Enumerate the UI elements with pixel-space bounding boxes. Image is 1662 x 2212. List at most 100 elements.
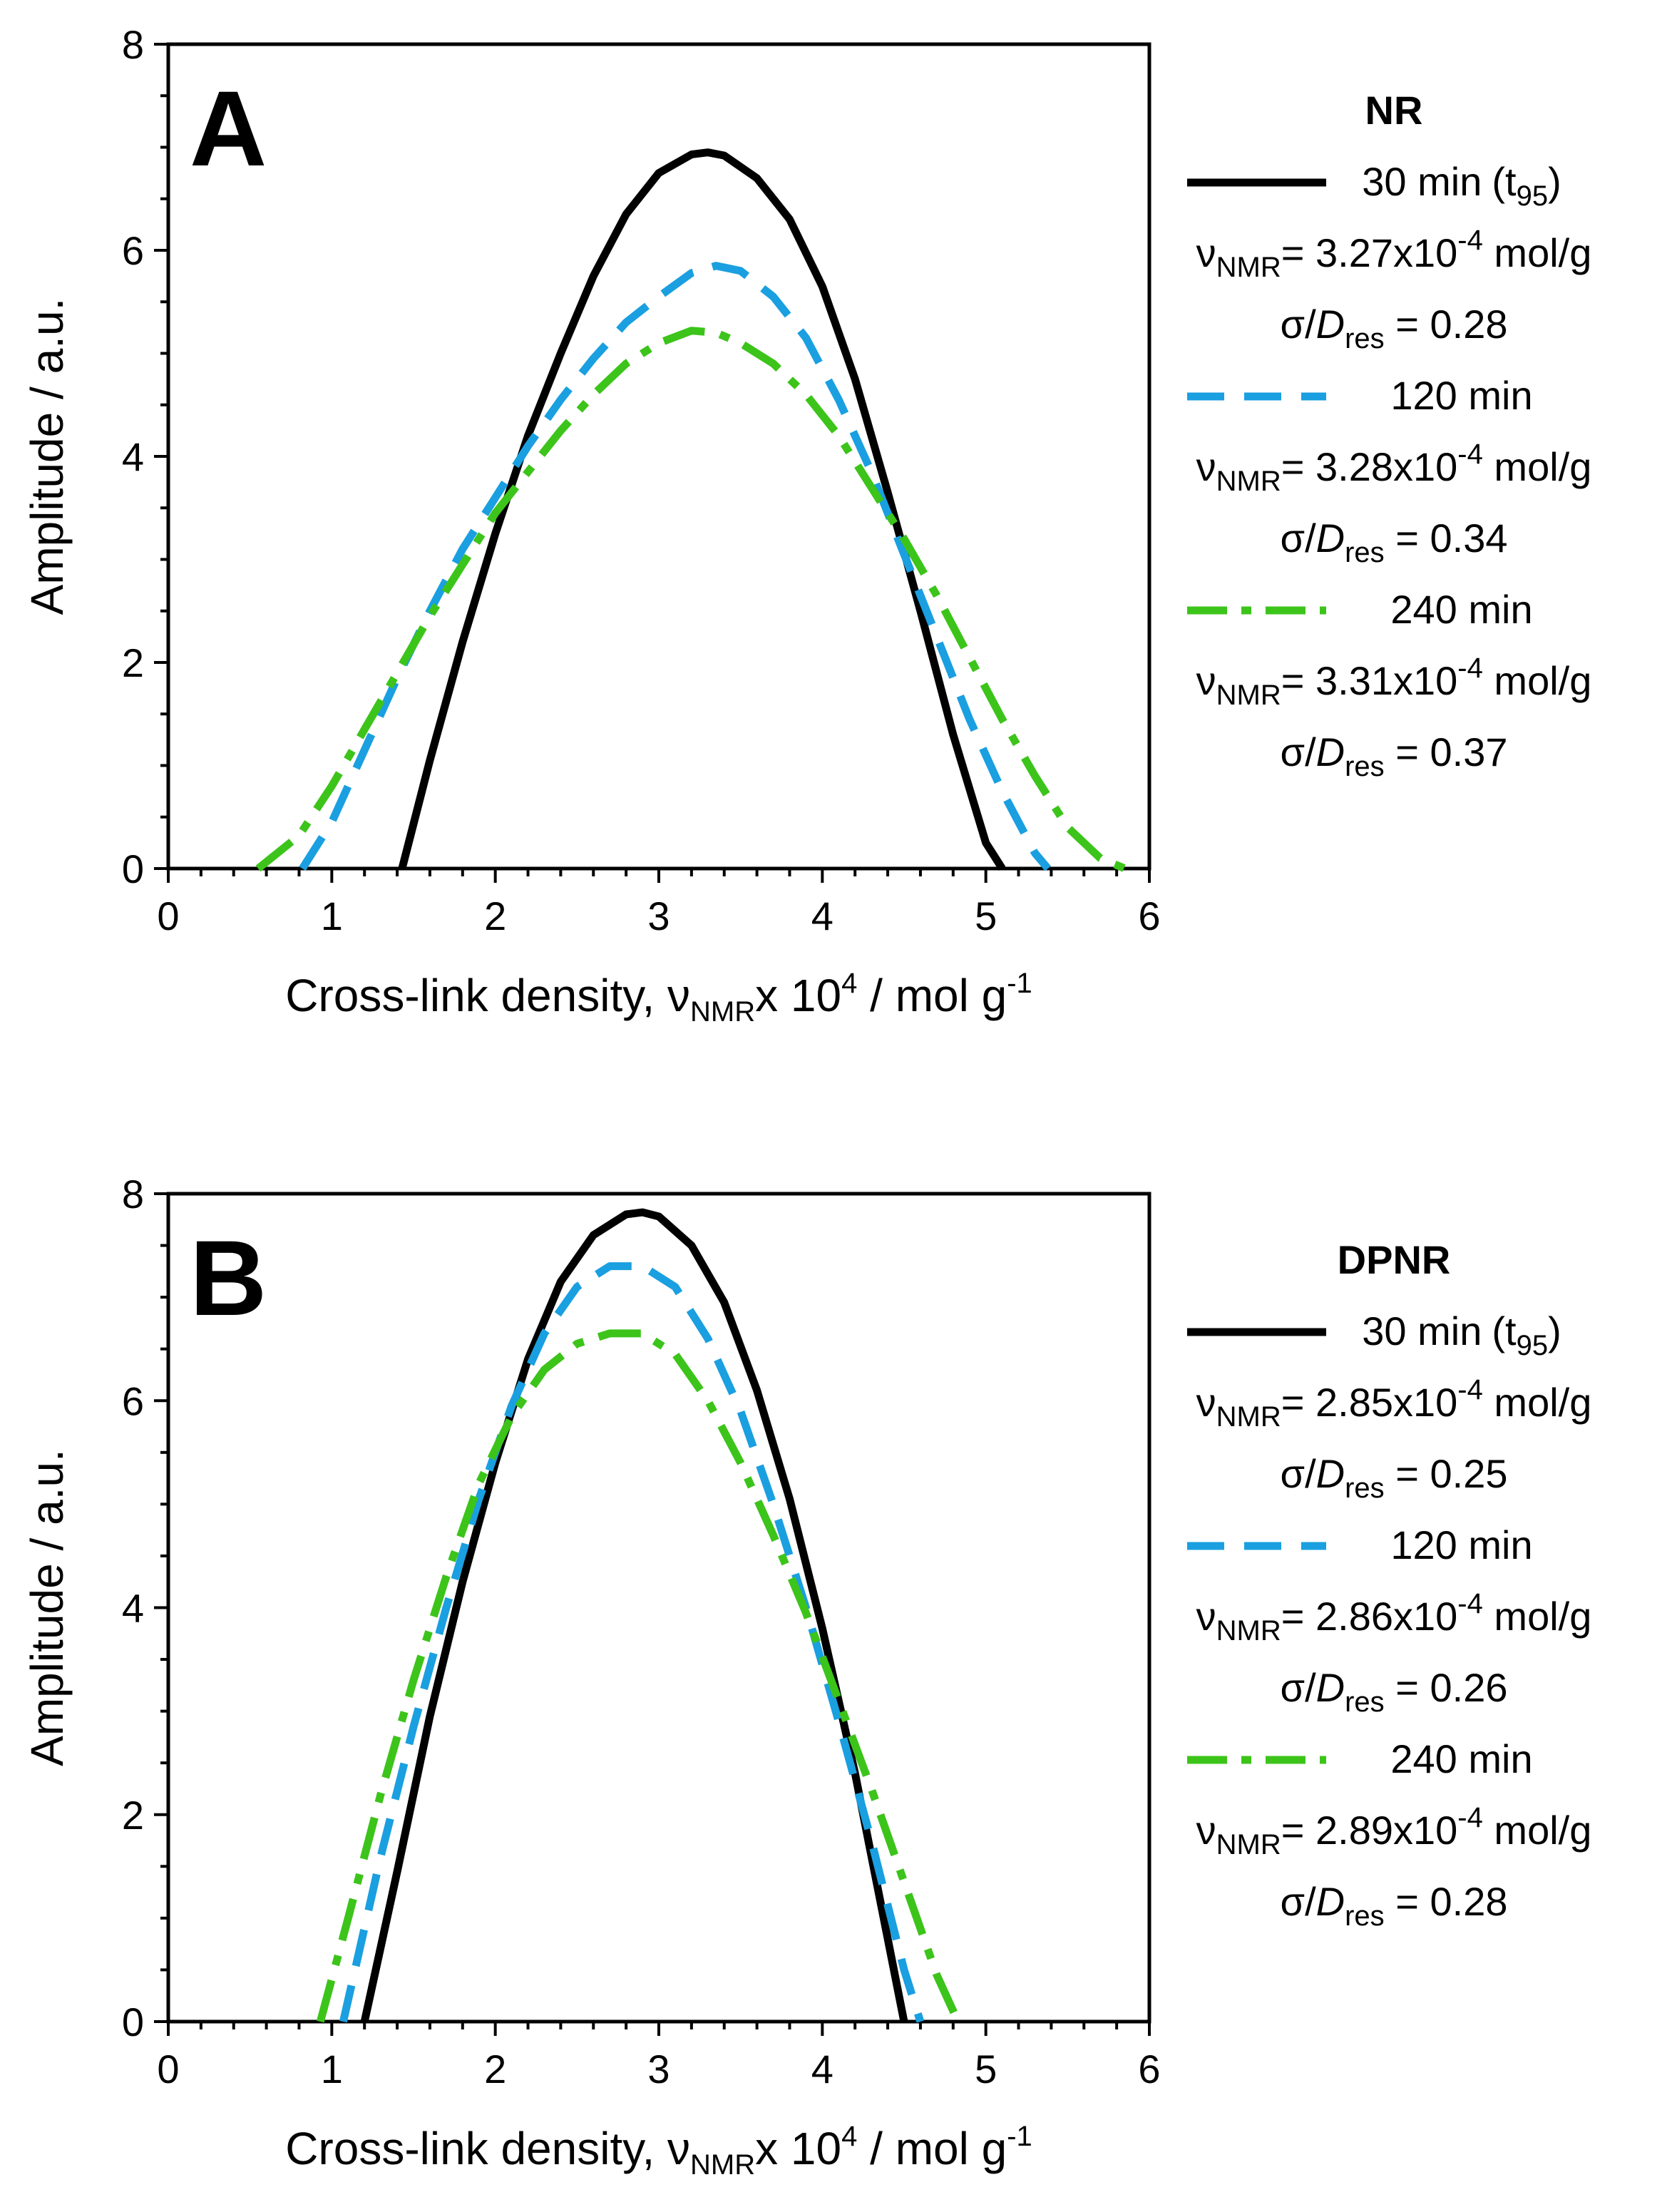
y-axis-label: Amplitude / a.u.	[21, 1449, 73, 1766]
legend-nu-exp: -4	[1457, 652, 1483, 684]
legend-sigma-sub: res	[1345, 537, 1385, 568]
legend-series-name: 30 min	[1362, 159, 1482, 204]
panel-letter: A	[190, 68, 267, 188]
legend-sigma-symbol: σ/	[1281, 516, 1317, 560]
x-tick-label: 5	[975, 2047, 997, 2091]
x-tick-label-text: 2	[484, 893, 506, 938]
legend-series-label: 30 min (t95)	[1362, 159, 1561, 212]
x-tick-label-text: 4	[811, 893, 833, 938]
legend-sigma-sub: res	[1345, 1900, 1385, 1932]
x-tick-label: 3	[647, 893, 670, 938]
legend-series-name: 120 min	[1390, 1522, 1532, 1567]
series-group	[316, 1208, 962, 2024]
x-tick-label: 2	[484, 893, 506, 938]
legend-nu-symbol: ν	[1196, 444, 1216, 489]
legend-name-paren-sub: 95	[1517, 1330, 1549, 1361]
y-tick-label: 8	[122, 1172, 144, 1217]
legend-nu-exp: -4	[1457, 439, 1483, 470]
legend-nu-line: νNMR= 2.86x10-4 mol/g	[1196, 1588, 1592, 1647]
legend-sigma-d: D	[1316, 302, 1345, 347]
legend-name-paren: (t	[1492, 159, 1517, 204]
legend-series-label: 120 min	[1390, 373, 1532, 418]
y-tick-label-text: 0	[122, 846, 144, 891]
legend-title-text: DPNR	[1338, 1237, 1451, 1282]
x-axis-label: Cross-link density, νNMRx 104 / mol g-1	[285, 2121, 1032, 2181]
legend-series-label: 30 min (t95)	[1362, 1309, 1561, 1361]
x-label-sup: 4	[841, 968, 857, 999]
y-tick-label-text: 8	[122, 1172, 144, 1217]
legend-sigma-d: D	[1316, 1879, 1345, 1924]
legend-sigma-d: D	[1316, 1451, 1345, 1496]
x-tick-label-text: 0	[157, 2047, 179, 2091]
legend-sigma-sub: res	[1345, 751, 1385, 782]
legend-sigma-line: σ/Dres = 0.28	[1281, 302, 1508, 354]
legend-series-label: 120 min	[1390, 1522, 1532, 1567]
x-tick-label-text: 5	[975, 2047, 997, 2091]
x-tick-label-text: 3	[647, 2047, 670, 2091]
x-label-text: Cross-link density,	[285, 2123, 667, 2174]
series-line-dashed	[299, 262, 1052, 871]
legend-sigma-symbol: σ/	[1281, 1665, 1317, 1710]
legend-nu-unit: mol/g	[1483, 230, 1592, 275]
legend-series-name: 240 min	[1390, 1736, 1532, 1781]
legend-sigma-d: D	[1316, 729, 1345, 774]
legend-sigma-symbol: σ/	[1281, 302, 1317, 347]
x-tick-label: 1	[321, 2047, 343, 2091]
series-line-dashdot	[255, 327, 1127, 873]
x-tick-label-text: 2	[484, 2047, 506, 2091]
legend-nu-unit: mol/g	[1483, 658, 1592, 703]
legend-nu-symbol: ν	[1196, 1594, 1216, 1639]
x-label-unit-sup: -1	[1007, 2121, 1032, 2152]
legend-name-paren-close: )	[1548, 1309, 1561, 1353]
y-tick-label-text: 2	[122, 1793, 144, 1838]
x-axis-label: Cross-link density, νNMRx 104 / mol g-1	[285, 968, 1032, 1028]
legend-sigma-sub: res	[1345, 323, 1385, 354]
legend-sigma-line: σ/Dres = 0.34	[1281, 516, 1508, 568]
legend-sigma-value: = 0.34	[1385, 516, 1508, 560]
y-tick-label-text: 6	[122, 228, 144, 273]
legend-sigma-value: = 0.37	[1385, 729, 1508, 774]
legend-name-paren: (t	[1492, 1309, 1517, 1353]
x-tick-label: 0	[157, 2047, 179, 2091]
x-label-symbol: ν	[667, 970, 690, 1021]
x-tick-label-text: 1	[321, 2047, 343, 2091]
legend-nu-sub: NMR	[1216, 680, 1281, 711]
y-tick-label-text: 0	[122, 1999, 144, 2044]
legend-nu-sub: NMR	[1216, 1401, 1281, 1433]
plot-frame	[166, 1192, 1151, 2024]
legend-sigma-line: σ/Dres = 0.26	[1281, 1665, 1508, 1718]
x-label-unit-sup: -1	[1007, 968, 1032, 999]
x-label-sub: NMR	[690, 996, 755, 1028]
panel-letter: B	[190, 1218, 267, 1338]
y-label-text: Amplitude / a.u.	[21, 1449, 73, 1766]
y-tick-label: 6	[122, 1378, 144, 1423]
legend-nu-line: νNMR= 3.27x10-4 mol/g	[1196, 225, 1592, 283]
x-tick-label: 6	[1138, 2047, 1160, 2091]
legend-nu-symbol: ν	[1196, 1380, 1216, 1425]
legend-name-paren-sub: 95	[1517, 180, 1549, 212]
legend-nu-value: = 2.89x10	[1281, 1808, 1458, 1853]
legend-nu-exp: -4	[1457, 1588, 1483, 1619]
panel-letter-text: A	[190, 68, 267, 188]
legend-nu-sub: NMR	[1216, 1829, 1281, 1860]
y-axis-label: Amplitude / a.u.	[21, 298, 73, 615]
legend-nu-line: νNMR= 3.28x10-4 mol/g	[1196, 439, 1592, 497]
legend-title: DPNR	[1338, 1237, 1451, 1282]
x-label-unit: / mol g	[857, 970, 1007, 1021]
legend-nu-line: νNMR= 2.89x10-4 mol/g	[1196, 1802, 1592, 1860]
x-tick-label: 4	[811, 893, 833, 938]
y-tick-label: 2	[122, 1793, 144, 1838]
x-tick-label-text: 1	[321, 893, 343, 938]
legend-nu-exp: -4	[1457, 225, 1483, 256]
y-tick-label-text: 4	[122, 434, 144, 479]
legend-sigma-d: D	[1316, 516, 1345, 560]
legend-nu-line: νNMR= 3.31x10-4 mol/g	[1196, 652, 1592, 711]
legend-nu-value: = 3.31x10	[1281, 658, 1458, 703]
panel-letter-text: B	[190, 1218, 267, 1338]
x-tick-label-text: 6	[1138, 893, 1160, 938]
series-line-dashed	[339, 1262, 925, 2023]
y-tick-label-text: 4	[122, 1586, 144, 1631]
y-tick-label: 2	[122, 640, 144, 685]
